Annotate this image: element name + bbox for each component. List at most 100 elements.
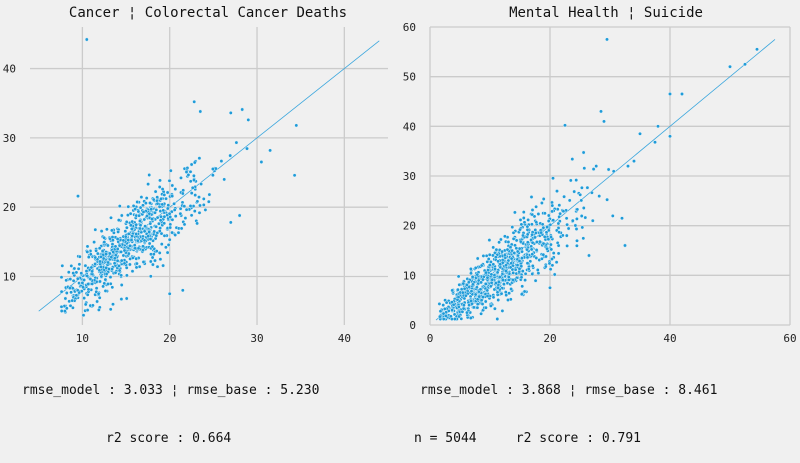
data-point xyxy=(190,185,195,190)
data-point xyxy=(574,178,579,183)
data-point xyxy=(159,231,164,236)
scatter-charts: Cancer ¦ Colorectal Cancer Deaths 10 20 30… xyxy=(3,5,797,345)
data-point xyxy=(525,247,529,252)
data-point xyxy=(130,219,135,224)
data-point xyxy=(199,182,204,186)
data-point xyxy=(80,280,85,285)
data-point xyxy=(180,191,185,196)
data-point xyxy=(146,234,151,239)
data-point xyxy=(141,244,145,249)
data-point xyxy=(480,277,485,282)
data-point xyxy=(579,198,584,203)
data-point xyxy=(488,303,493,308)
data-point xyxy=(246,118,251,122)
data-point xyxy=(512,251,517,255)
data-point xyxy=(548,222,553,227)
data-point xyxy=(111,250,116,254)
data-point xyxy=(544,254,548,259)
data-point xyxy=(83,263,88,268)
data-point xyxy=(133,246,138,251)
data-point xyxy=(179,175,183,180)
data-point xyxy=(530,263,535,268)
data-point xyxy=(449,300,454,305)
x-tick-label: 20 xyxy=(543,332,556,345)
data-point xyxy=(128,243,132,248)
data-point xyxy=(81,313,86,318)
data-point xyxy=(511,230,516,235)
data-point xyxy=(228,220,233,225)
data-point xyxy=(668,134,672,139)
data-point xyxy=(156,221,161,226)
data-point xyxy=(76,194,80,199)
data-point xyxy=(68,277,73,281)
data-point xyxy=(543,264,548,269)
y-tick-label: 20 xyxy=(3,201,16,214)
data-point xyxy=(521,216,526,220)
data-point xyxy=(485,294,490,298)
data-point xyxy=(466,280,471,285)
data-point xyxy=(469,299,473,303)
data-point xyxy=(165,206,170,211)
data-point xyxy=(292,173,297,178)
data-point xyxy=(534,256,539,260)
data-point xyxy=(188,204,193,208)
data-point xyxy=(548,285,552,290)
data-point xyxy=(555,189,559,194)
data-point xyxy=(167,237,172,242)
data-point xyxy=(491,295,496,300)
data-point xyxy=(145,213,150,218)
data-point xyxy=(442,306,447,311)
data-point xyxy=(161,263,166,268)
data-point xyxy=(112,261,117,266)
data-point xyxy=(521,233,525,238)
data-point xyxy=(518,217,523,222)
data-point xyxy=(101,284,106,289)
data-point xyxy=(563,123,567,128)
data-point xyxy=(108,275,113,279)
data-point xyxy=(125,273,129,278)
data-point xyxy=(149,207,154,212)
data-point xyxy=(492,287,497,292)
data-point xyxy=(102,235,107,240)
data-point xyxy=(159,196,164,201)
data-point xyxy=(502,253,507,258)
data-point xyxy=(536,271,541,276)
data-point xyxy=(88,277,93,281)
data-point xyxy=(149,217,154,221)
data-point xyxy=(511,270,516,275)
data-point xyxy=(162,192,167,197)
data-point xyxy=(158,226,163,231)
data-point xyxy=(121,238,126,243)
data-point xyxy=(500,278,505,282)
data-point xyxy=(495,270,500,275)
data-point xyxy=(519,275,524,280)
data-point xyxy=(483,299,488,304)
data-point xyxy=(112,230,116,235)
sample-size: n = 5044 xyxy=(414,431,477,446)
data-point xyxy=(489,280,494,285)
data-point xyxy=(551,251,556,256)
data-point xyxy=(117,268,122,273)
data-point xyxy=(623,243,627,248)
data-point xyxy=(546,219,551,223)
data-point xyxy=(152,229,157,234)
data-point xyxy=(488,284,493,289)
data-point xyxy=(487,252,492,257)
data-point xyxy=(124,265,129,270)
data-point xyxy=(153,210,157,215)
data-point xyxy=(620,216,624,221)
data-point xyxy=(504,263,508,268)
data-point xyxy=(109,255,114,260)
data-point xyxy=(168,222,173,227)
stats-panel-1: rmse_model : 3.868 ¦ rmse_base : 8.461 n… xyxy=(414,351,717,463)
data-point xyxy=(66,270,71,275)
data-point xyxy=(83,302,88,307)
data-point xyxy=(148,274,153,279)
data-point xyxy=(534,204,538,209)
data-point xyxy=(68,286,72,290)
y-tick-label: 40 xyxy=(3,63,16,76)
data-point xyxy=(182,222,187,227)
data-point xyxy=(557,203,562,208)
data-point xyxy=(510,225,515,230)
data-point xyxy=(556,221,561,226)
